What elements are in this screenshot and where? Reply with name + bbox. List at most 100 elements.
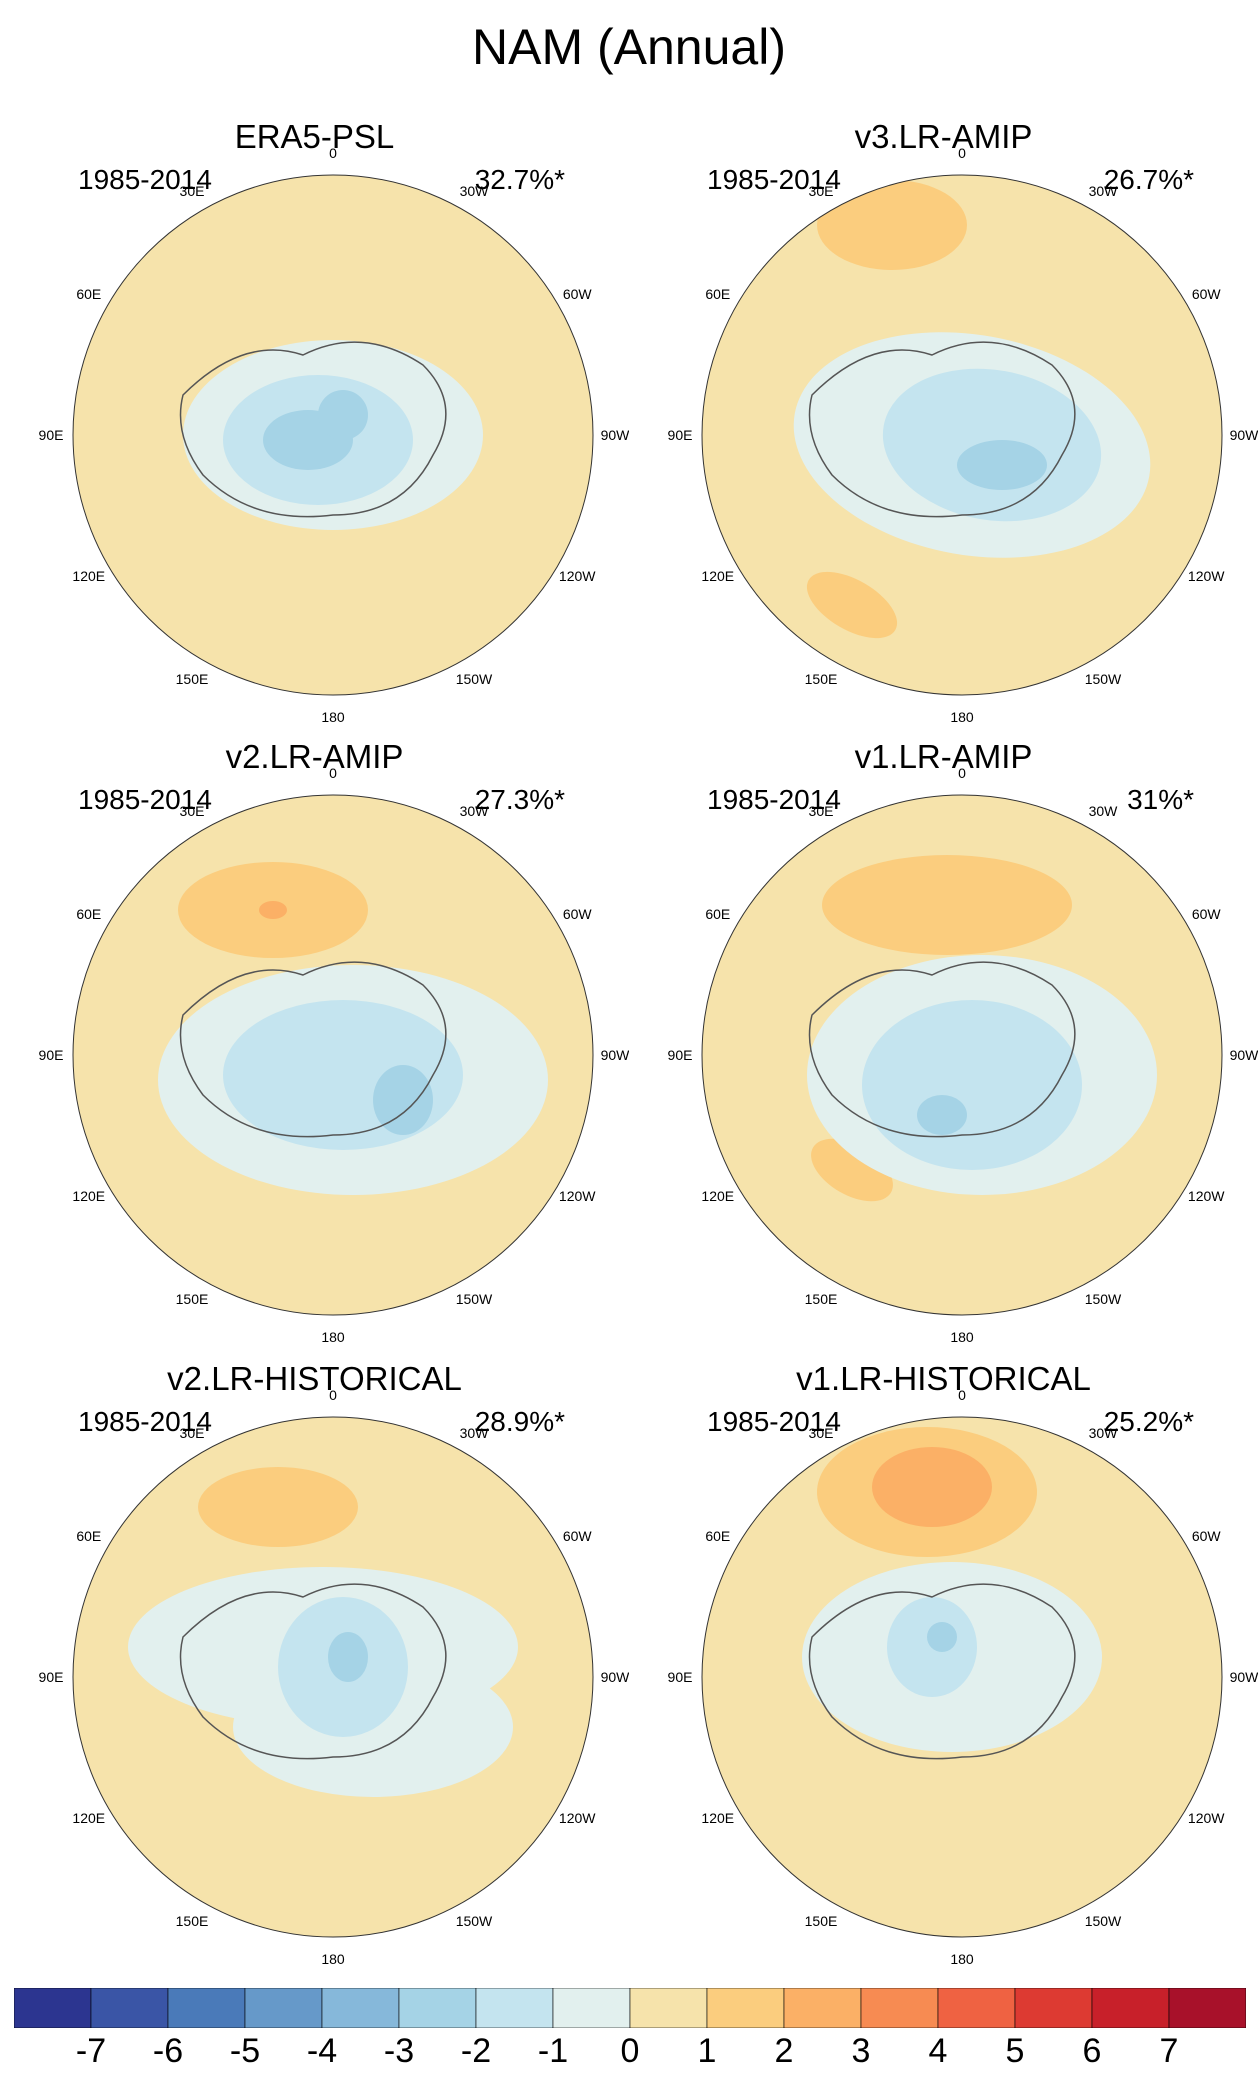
- panel-title: v1.LR-AMIP: [854, 738, 1033, 775]
- longitude-label: 0: [329, 145, 337, 161]
- colorbar-tick-label: -2: [460, 2032, 492, 2070]
- colorbar-tick-label: 4: [928, 2032, 948, 2070]
- longitude-label: 30W: [460, 1425, 490, 1441]
- longitude-label: 30E: [180, 1425, 205, 1441]
- polar-map: 180 150E 120E 90E 60E 30E 0 30W 60W 90W 120W 150W: [39, 765, 629, 1345]
- longitude-label: 30E: [809, 183, 834, 199]
- longitude-label: 90W: [1230, 427, 1258, 443]
- period-label: 1985-2014: [707, 784, 841, 815]
- map-panel: 180 150E 120E 90E 60E 30E 0 30W 60W 90W 120W 150W v2…: [0, 738, 629, 1358]
- longitude-label: 30W: [1089, 803, 1119, 819]
- period-label: 1985-2014: [78, 784, 212, 815]
- longitude-label: 0: [329, 765, 337, 781]
- longitude-label: 120E: [701, 1810, 734, 1826]
- period-label: 1985-2014: [707, 1406, 841, 1437]
- longitude-label: 90E: [668, 1669, 693, 1685]
- coastline: [179, 341, 447, 518]
- longitude-label: 90W: [1230, 1047, 1258, 1063]
- colorbar-bin: [167, 1988, 246, 2028]
- colorbar-tick-labels: -7 -6 -5 -4 -3 -2 -1 0 1 2 3 4 5 6 7: [14, 2032, 1246, 2082]
- anomaly-contour: [822, 855, 1072, 955]
- panel-title: v3.LR-AMIP: [854, 118, 1033, 155]
- longitude-label: 120W: [1188, 1810, 1225, 1826]
- longitude-label: 60W: [1192, 906, 1222, 922]
- longitude-label: 0: [329, 1387, 337, 1403]
- colorbar-tick-label: -1: [537, 2032, 569, 2070]
- longitude-label: 180: [950, 1329, 974, 1345]
- colorbar-bin: [629, 1988, 708, 2028]
- longitude-label: 30W: [1089, 1425, 1119, 1441]
- longitude-label: 90E: [668, 427, 693, 443]
- map-panel: 180 150E 120E 90E 60E 30E 0 30W 60W 90W 120W 150W v1…: [629, 1360, 1258, 1980]
- map-panel: 180 150E 120E 90E 60E 30E 0 30W 60W 90W 120W 150W v2…: [0, 1360, 629, 1980]
- longitude-label: 120W: [1188, 568, 1225, 584]
- panel-title: v2.LR-HISTORICAL: [167, 1360, 462, 1397]
- longitude-label: 150W: [1085, 671, 1122, 687]
- polar-map: 180 150E 120E 90E 60E 30E 0 30W 60W 90W 120W 150W: [39, 1387, 629, 1967]
- longitude-label: 90E: [39, 427, 64, 443]
- longitude-label: 150E: [805, 671, 838, 687]
- colorbar-bin: [937, 1988, 1016, 2028]
- longitude-label: 150W: [456, 1291, 493, 1307]
- longitude-label: 60W: [563, 1528, 593, 1544]
- panel-title: ERA5-PSL: [234, 118, 395, 155]
- period-label: 1985-2014: [707, 164, 841, 195]
- longitude-label: 120E: [72, 1188, 105, 1204]
- longitude-label: 150W: [1085, 1913, 1122, 1929]
- longitude-label: 180: [321, 709, 345, 725]
- polar-map: 180 150E 120E 90E 60E 30E 0 30W 60W 90W 120W 150W: [668, 765, 1258, 1345]
- longitude-label: 120E: [72, 568, 105, 584]
- longitude-label: 90W: [601, 427, 629, 443]
- panel-title: v1.LR-HISTORICAL: [796, 1360, 1091, 1397]
- anomaly-contour: [328, 1632, 368, 1682]
- map-panel: 180 150E 120E 90E 60E 30E 0 30W 60W 90W 120W 150W ER…: [0, 118, 629, 738]
- variance-percent: 26.7%*: [1103, 164, 1194, 195]
- longitude-label: 120W: [559, 1810, 596, 1826]
- longitude-label: 120E: [72, 1810, 105, 1826]
- longitude-label: 150E: [805, 1913, 838, 1929]
- longitude-label: 30W: [460, 183, 490, 199]
- longitude-label: 90W: [601, 1047, 629, 1063]
- coastline: [179, 961, 447, 1138]
- colorbar-bin: [321, 1988, 400, 2028]
- map-border: [72, 794, 594, 1316]
- figure-title: NAM (Annual): [472, 19, 786, 75]
- anomaly-contour: [862, 1000, 1082, 1170]
- longitude-label: 60E: [705, 906, 730, 922]
- longitude-label: 120W: [559, 568, 596, 584]
- coastline: [808, 1583, 1076, 1760]
- anomaly-contour: [318, 390, 368, 440]
- colorbar-tick-label: 2: [774, 2032, 794, 2070]
- longitude-label: 150W: [1085, 1291, 1122, 1307]
- longitude-label: 30E: [809, 1425, 834, 1441]
- colorbar-bin: [1014, 1988, 1093, 2028]
- colorbar-tick-label: -6: [152, 2032, 184, 2070]
- map-panel: 180 150E 120E 90E 60E 30E 0 30W 60W 90W 120W 150W v3…: [629, 118, 1258, 738]
- colorbar-bin: [90, 1988, 169, 2028]
- longitude-label: 0: [958, 1387, 966, 1403]
- anomaly-contour: [872, 1447, 992, 1527]
- variance-percent: 28.9%*: [474, 1406, 565, 1437]
- colorbar-tick-label: -3: [383, 2032, 415, 2070]
- longitude-label: 0: [958, 145, 966, 161]
- longitude-label: 180: [950, 709, 974, 725]
- longitude-label: 60E: [705, 286, 730, 302]
- longitude-label: 150E: [176, 1913, 209, 1929]
- polar-map: 180 150E 120E 90E 60E 30E 0 30W 60W 90W 120W 150W: [668, 145, 1258, 725]
- longitude-label: 120E: [701, 568, 734, 584]
- anomaly-contour: [917, 1095, 967, 1135]
- longitude-label: 180: [321, 1329, 345, 1345]
- map-border: [72, 174, 594, 696]
- longitude-label: 90E: [39, 1047, 64, 1063]
- colorbar: [14, 1988, 1246, 2028]
- map-border: [72, 1416, 594, 1938]
- longitude-label: 60E: [705, 1528, 730, 1544]
- colorbar-tick-label: 6: [1082, 2032, 1102, 2070]
- colorbar-tick-label: 3: [851, 2032, 871, 2070]
- longitude-label: 60W: [563, 906, 593, 922]
- colorbar-bin: [706, 1988, 785, 2028]
- longitude-label: 30W: [460, 803, 490, 819]
- map-border: [701, 174, 1223, 696]
- colorbar-bin: [14, 1988, 92, 2028]
- longitude-label: 120W: [559, 1188, 596, 1204]
